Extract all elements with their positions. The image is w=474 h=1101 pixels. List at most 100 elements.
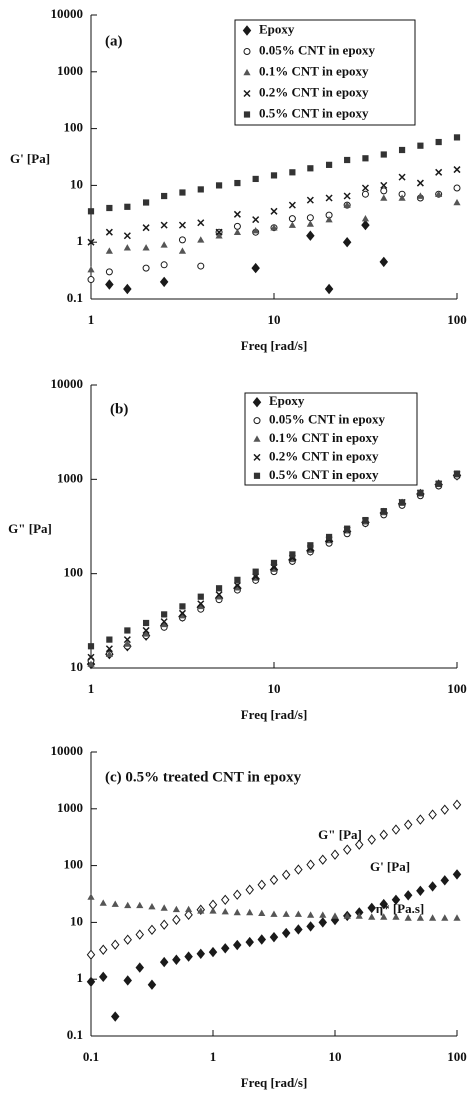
point [178, 247, 187, 254]
point [185, 905, 193, 913]
annotation: η* [Pa.s] [376, 901, 425, 916]
point [179, 603, 186, 610]
point [124, 901, 132, 909]
legend-label: 0.05% CNT in epoxy [269, 412, 386, 427]
point [160, 618, 168, 626]
point [197, 262, 205, 270]
point [362, 155, 369, 162]
point [184, 951, 193, 962]
point [197, 219, 205, 227]
point [342, 844, 352, 855]
point [215, 228, 223, 236]
point [87, 653, 95, 661]
point [453, 470, 461, 477]
legend-marker [242, 25, 252, 36]
y-tick-label: 1 [77, 970, 84, 985]
point [160, 241, 168, 248]
x-tick-label: 1 [88, 681, 95, 696]
point [257, 879, 267, 890]
point [233, 210, 241, 218]
point [379, 256, 389, 268]
point [416, 885, 425, 896]
x-tick-label: 10 [268, 681, 281, 696]
point [306, 196, 314, 204]
y-tick-label: 100 [64, 120, 84, 135]
legend-marker [253, 453, 261, 461]
point [428, 809, 437, 820]
point [288, 215, 296, 223]
point [160, 620, 168, 628]
point [361, 184, 369, 192]
point [123, 934, 132, 945]
point [252, 568, 259, 575]
point [398, 173, 406, 181]
point [343, 201, 351, 208]
point [269, 931, 279, 943]
point [161, 611, 168, 618]
point [440, 804, 450, 815]
point [258, 909, 266, 917]
annotation: G" [Pa] [318, 827, 362, 842]
point [270, 565, 278, 572]
y-tick-label: 10 [70, 913, 83, 928]
point [142, 244, 150, 251]
point [343, 192, 351, 200]
point [367, 902, 376, 914]
point [435, 480, 442, 487]
point [197, 600, 205, 608]
point [135, 962, 145, 973]
legend-label: 0.5% CNT in epoxy [269, 467, 379, 482]
panel-label: (c) 0.5% treated CNT in epoxy [105, 769, 302, 785]
point [215, 182, 223, 189]
y-tick-label: 0.1 [67, 1027, 83, 1042]
point [344, 525, 351, 532]
point [142, 626, 150, 634]
point [367, 834, 376, 845]
point [331, 912, 339, 919]
point [232, 889, 242, 900]
legend-marker [243, 111, 251, 118]
panel-label: (b) [110, 401, 128, 417]
point [294, 864, 303, 875]
point [179, 189, 186, 196]
point [429, 914, 437, 921]
x-axis-label: Freq [rad/s] [241, 1075, 308, 1090]
legend-label: 0.1% CNT in epoxy [269, 430, 379, 445]
point [124, 203, 131, 210]
point [105, 650, 113, 658]
point [361, 219, 370, 231]
legend-marker [253, 435, 261, 442]
point [441, 914, 449, 921]
point [380, 194, 388, 201]
point [160, 221, 168, 229]
point [440, 875, 450, 886]
point [105, 645, 113, 653]
point [416, 814, 425, 825]
y-tick-label: 100 [64, 857, 84, 872]
point [306, 230, 315, 241]
point [123, 232, 131, 240]
point [110, 939, 120, 950]
y-axis-label: G" [Pa] [8, 521, 52, 536]
point [159, 956, 169, 968]
point [178, 611, 187, 619]
point [417, 142, 424, 149]
point [87, 238, 95, 246]
point [325, 194, 333, 202]
point [142, 619, 150, 627]
y-tick-label: 10000 [51, 743, 84, 758]
point [453, 134, 461, 141]
x-tick-label: 100 [447, 1049, 467, 1064]
point [294, 910, 302, 917]
point [453, 914, 461, 921]
point [307, 542, 314, 549]
point [111, 900, 119, 907]
point [105, 279, 114, 290]
point [398, 194, 406, 201]
point [184, 909, 193, 921]
x-tick-label: 1 [88, 312, 95, 327]
panel-label: (a) [105, 33, 123, 49]
point [252, 216, 260, 224]
point [197, 593, 204, 600]
point [234, 576, 241, 583]
